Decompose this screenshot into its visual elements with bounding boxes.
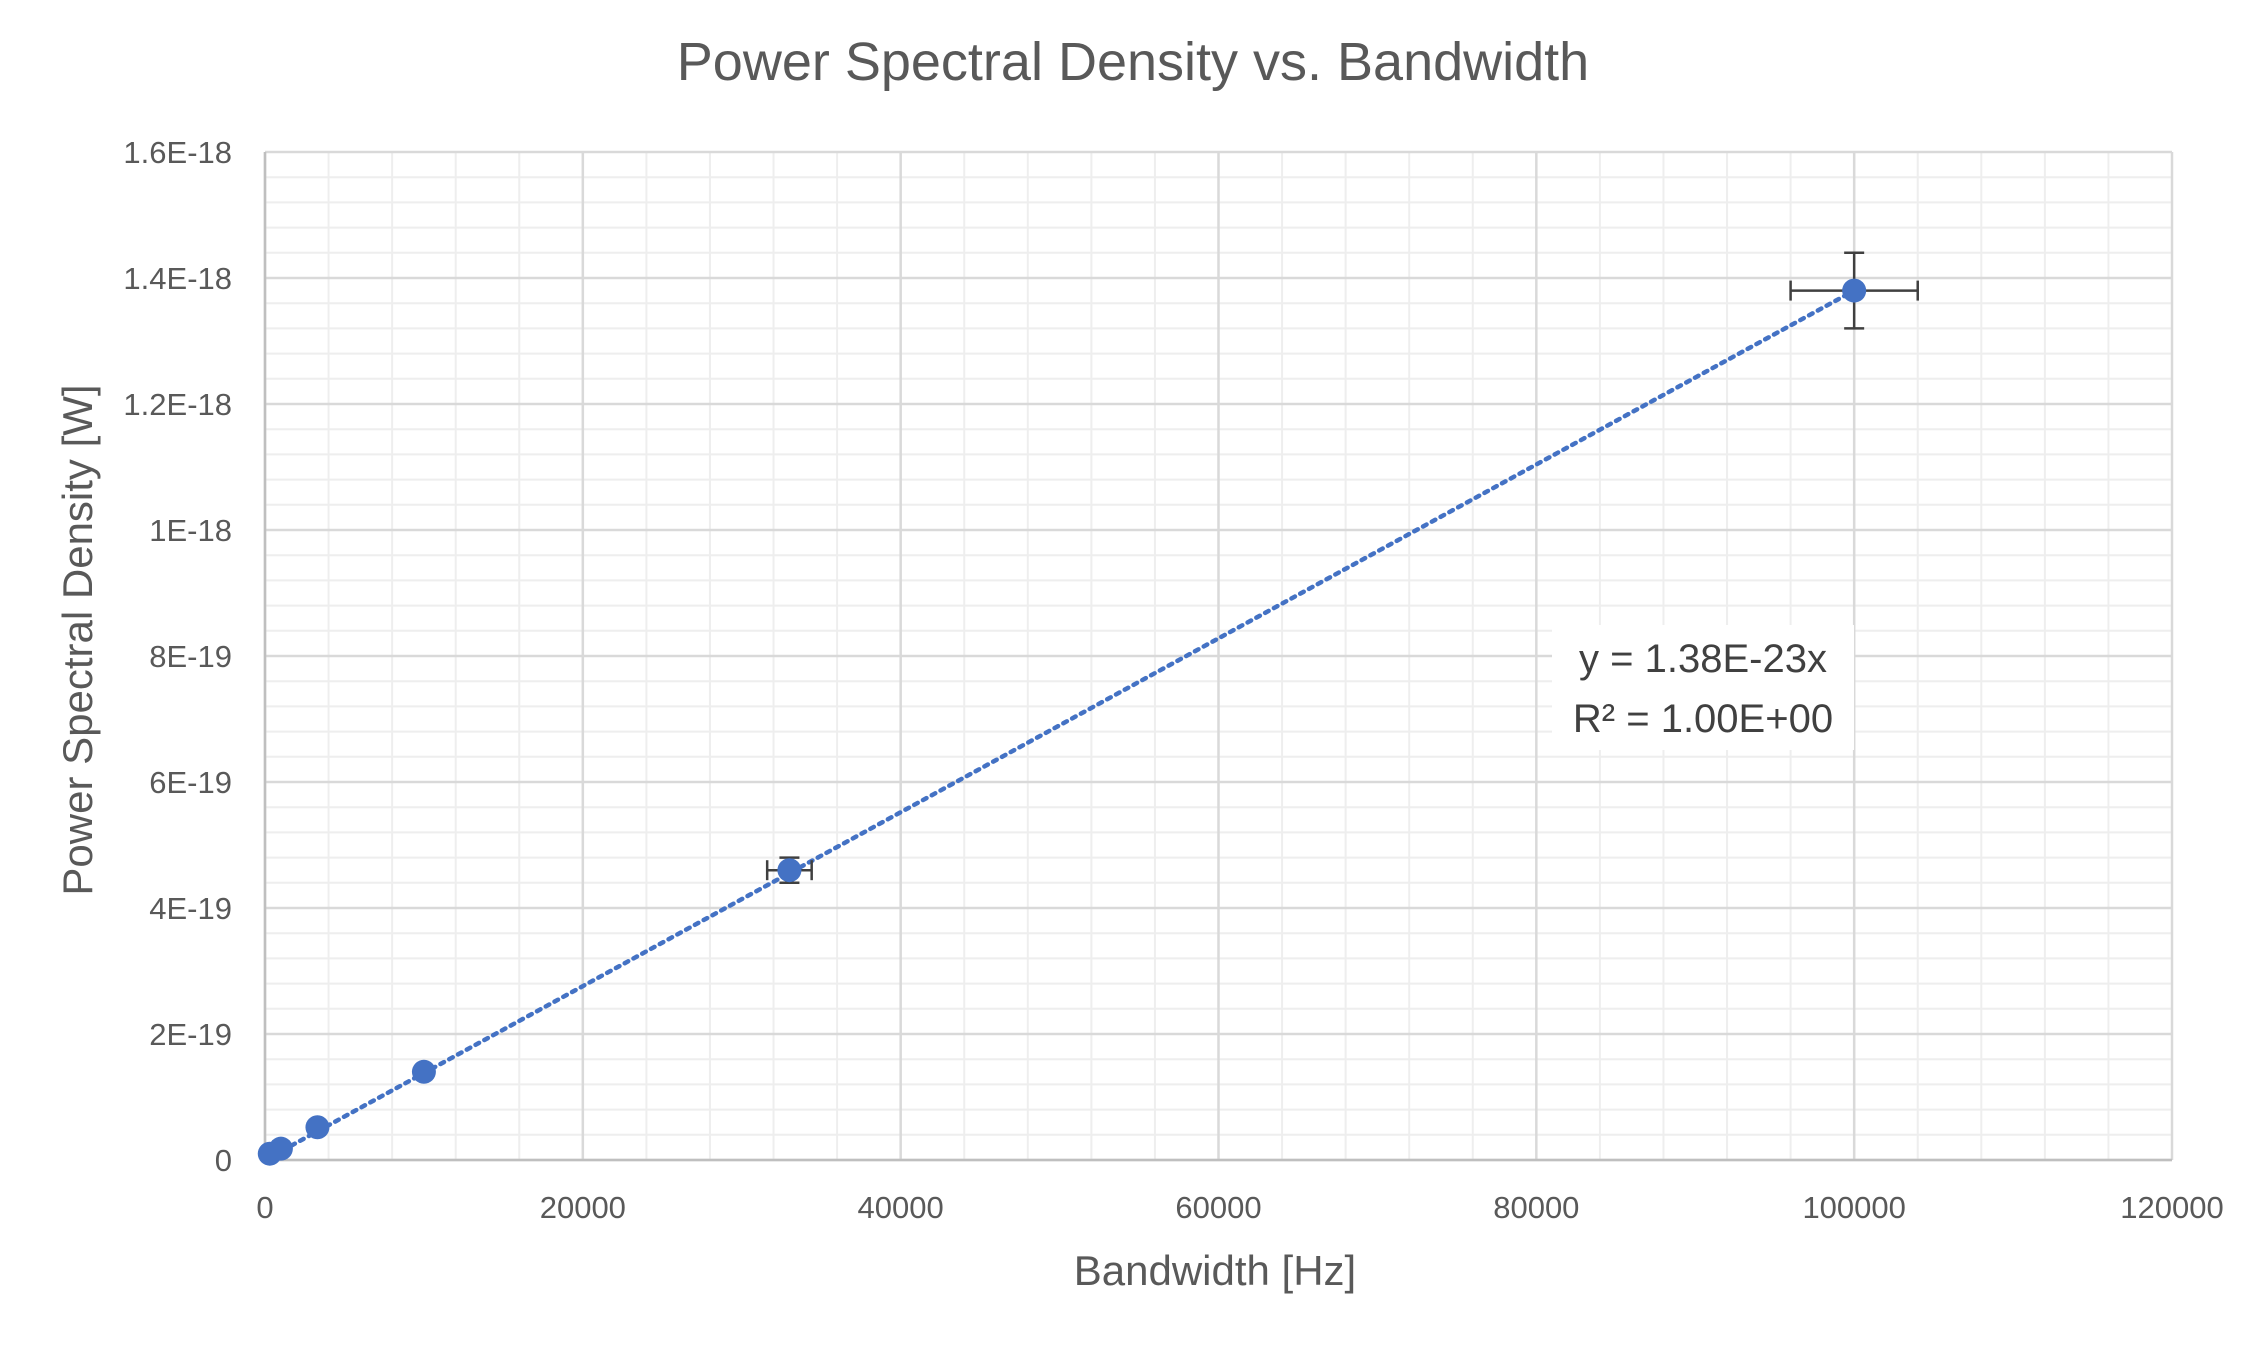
y-tick-label: 6E-19	[149, 765, 232, 800]
y-tick-label: 1.6E-18	[123, 135, 232, 170]
x-axis-title: Bandwidth [Hz]	[1074, 1247, 1356, 1294]
data-points	[257, 278, 1867, 1166]
y-tick-label: 1.2E-18	[123, 387, 232, 422]
y-axis-tick-labels: 0 2E-19 4E-19 6E-19 8E-19 1E-18 1.2E-18 1.4E-18…	[123, 135, 232, 1178]
x-tick-label: 40000	[858, 1190, 944, 1225]
axes	[263, 152, 2172, 1162]
x-tick-label: 0	[256, 1190, 273, 1225]
data-point	[411, 1059, 436, 1084]
y-tick-label: 0	[215, 1143, 232, 1178]
trendline-label: y = 1.38E-23x R² = 1.00E+00	[1552, 625, 1854, 750]
x-tick-label: 80000	[1493, 1190, 1579, 1225]
trendline-label-background	[1552, 625, 1854, 750]
x-tick-label: 120000	[2120, 1190, 2223, 1225]
data-point	[268, 1136, 293, 1161]
data-point	[305, 1115, 330, 1140]
data-point	[777, 858, 802, 883]
x-tick-label: 20000	[540, 1190, 626, 1225]
x-axis-tick-labels: 0 20000 40000 60000 80000 100000 120000	[256, 1190, 2223, 1225]
y-tick-label: 2E-19	[149, 1017, 232, 1052]
trendline-equation: y = 1.38E-23x	[1579, 637, 1827, 681]
x-tick-label: 100000	[1802, 1190, 1905, 1225]
trendline-r-squared: R² = 1.00E+00	[1573, 697, 1833, 741]
chart-title: Power Spectral Density vs. Bandwidth	[677, 32, 1589, 92]
trendline-group	[262, 288, 1857, 1163]
data-point	[1842, 278, 1867, 303]
trendline	[262, 288, 1857, 1163]
y-tick-label: 1.4E-18	[123, 261, 232, 296]
y-tick-label: 4E-19	[149, 891, 232, 926]
y-tick-label: 8E-19	[149, 639, 232, 674]
y-tick-label: 1E-18	[149, 513, 232, 548]
x-tick-label: 60000	[1175, 1190, 1261, 1225]
y-axis-title: Power Spectral Density [W]	[54, 384, 101, 895]
